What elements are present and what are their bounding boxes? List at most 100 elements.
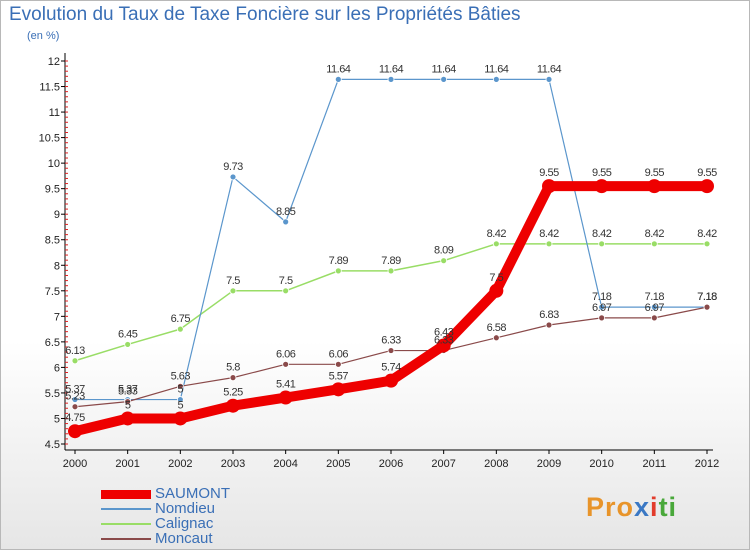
legend-label-nomdieu: Nomdieu	[155, 500, 216, 517]
data-point-moncaut	[598, 314, 606, 322]
data-label-calignac: 8.42	[487, 228, 507, 240]
data-label-calignac: 7.89	[329, 255, 349, 267]
y-tick-label: 5.5	[45, 388, 60, 400]
data-point-saumont	[594, 179, 609, 194]
data-label-nomdieu: 11.64	[379, 63, 404, 75]
data-point-nomdieu	[598, 303, 606, 311]
data-point-calignac	[387, 267, 395, 275]
y-tick-label: 12	[48, 56, 60, 68]
data-label-moncaut: 6.58	[487, 322, 507, 334]
x-tick-label: 2005	[326, 458, 350, 470]
data-point-calignac	[282, 287, 290, 295]
legend-swatch-calignac	[101, 523, 151, 525]
x-tick-label: 2010	[589, 458, 613, 470]
data-label-calignac: 8.09	[434, 245, 454, 257]
series-lines	[68, 75, 714, 439]
y-tick-label: 4.5	[45, 439, 60, 451]
data-point-moncaut	[124, 398, 132, 406]
data-label-saumont: 5.74	[381, 362, 401, 374]
x-tick-label: 2002	[168, 458, 192, 470]
data-label-nomdieu: 5.37	[65, 384, 85, 396]
y-tick-label: 5	[54, 413, 60, 425]
data-point-nomdieu	[650, 303, 658, 311]
data-point-moncaut	[282, 360, 290, 368]
data-label-nomdieu: 11.64	[537, 63, 562, 75]
data-point-nomdieu	[229, 173, 237, 181]
data-label-moncaut: 5.63	[171, 370, 191, 382]
data-point-saumont	[226, 398, 240, 413]
data-label-nomdieu: 8.85	[276, 206, 296, 218]
y-tick-label: 10	[48, 158, 60, 170]
y-tick-label: 8.5	[45, 235, 60, 247]
data-label-nomdieu: 11.64	[484, 63, 509, 75]
data-label-saumont: 6.43	[434, 326, 454, 338]
data-label-moncaut: 5.33	[118, 386, 138, 398]
data-point-nomdieu	[176, 396, 184, 403]
data-label-nomdieu: 7.18	[645, 291, 665, 303]
x-tick-label: 2008	[484, 458, 508, 470]
legend-swatch-saumont	[101, 490, 151, 499]
y-tick-label: 7	[54, 311, 60, 323]
data-label-calignac: 6.75	[171, 313, 191, 325]
y-tick-label: 10.5	[39, 133, 60, 145]
data-label-saumont: 5.41	[276, 379, 296, 391]
data-point-calignac	[334, 267, 342, 275]
y-tick-label: 6	[54, 362, 60, 374]
data-point-calignac	[650, 240, 658, 248]
data-label-saumont: 5.25	[223, 387, 243, 399]
x-tick-label: 2004	[273, 458, 297, 470]
data-label-moncaut: 6.33	[381, 335, 401, 347]
data-label-saumont: 9.55	[539, 167, 559, 179]
data-point-nomdieu	[282, 218, 290, 226]
y-tick-label: 11	[49, 107, 60, 119]
data-label-moncaut: 5.23	[65, 391, 85, 403]
data-point-saumont	[68, 424, 82, 439]
chart-axes: 4.5 5 5.5 6 6.5 7 7.5 8 8.5 9 9.5 10 10.5 11 11.5 12 200…	[39, 53, 719, 470]
legend-label-moncaut: Moncaut	[155, 530, 213, 547]
data-point-saumont	[331, 382, 346, 397]
data-point-calignac	[598, 240, 606, 248]
data-label-saumont: 9.55	[645, 167, 665, 179]
proxiti-logo: Proxiti	[586, 492, 678, 522]
data-label-nomdieu: 7.18	[697, 291, 717, 303]
data-point-moncaut	[334, 360, 342, 368]
legend-label-saumont: SAUMONT	[155, 485, 230, 502]
data-point-calignac	[492, 240, 500, 248]
x-tick-label: 2000	[63, 458, 87, 470]
legend-swatch-moncaut	[101, 538, 151, 540]
data-point-calignac	[440, 257, 448, 265]
data-point-calignac	[703, 240, 711, 248]
x-tick-label: 2009	[537, 458, 561, 470]
y-tick-label: 6.5	[45, 337, 60, 349]
data-point-saumont	[278, 390, 293, 405]
data-label-calignac: 6.45	[118, 328, 138, 340]
data-point-calignac	[229, 287, 237, 295]
x-tick-label: 2003	[221, 458, 245, 470]
data-label-moncaut: 6.83	[539, 309, 559, 321]
data-point-nomdieu	[440, 75, 448, 83]
data-label-saumont: 5.57	[329, 370, 349, 382]
data-point-nomdieu	[492, 75, 500, 83]
data-label-calignac: 7.5	[279, 275, 293, 287]
data-label-moncaut: 7.18	[697, 291, 717, 303]
y-tick-label: 11.5	[39, 82, 60, 94]
data-point-moncaut	[545, 321, 553, 329]
data-label-saumont: 5	[178, 399, 184, 411]
data-point-moncaut	[176, 382, 184, 390]
data-label-nomdieu: 5.37	[118, 384, 138, 396]
y-tick-label: 9	[54, 209, 60, 221]
series-line-saumont	[70, 181, 712, 437]
data-point-moncaut	[492, 334, 500, 342]
data-label-calignac: 7.89	[381, 255, 401, 267]
data-label-saumont: 4.75	[65, 412, 85, 424]
data-point-moncaut	[387, 347, 395, 354]
data-label-calignac: 6.13	[65, 345, 85, 357]
data-point-moncaut	[650, 314, 658, 322]
data-label-nomdieu: 9.73	[223, 161, 243, 173]
data-point-nomdieu	[71, 396, 79, 403]
data-label-saumont: 7.5	[489, 272, 503, 284]
data-point-saumont	[384, 373, 398, 388]
data-label-nomdieu: 11.64	[432, 63, 457, 75]
